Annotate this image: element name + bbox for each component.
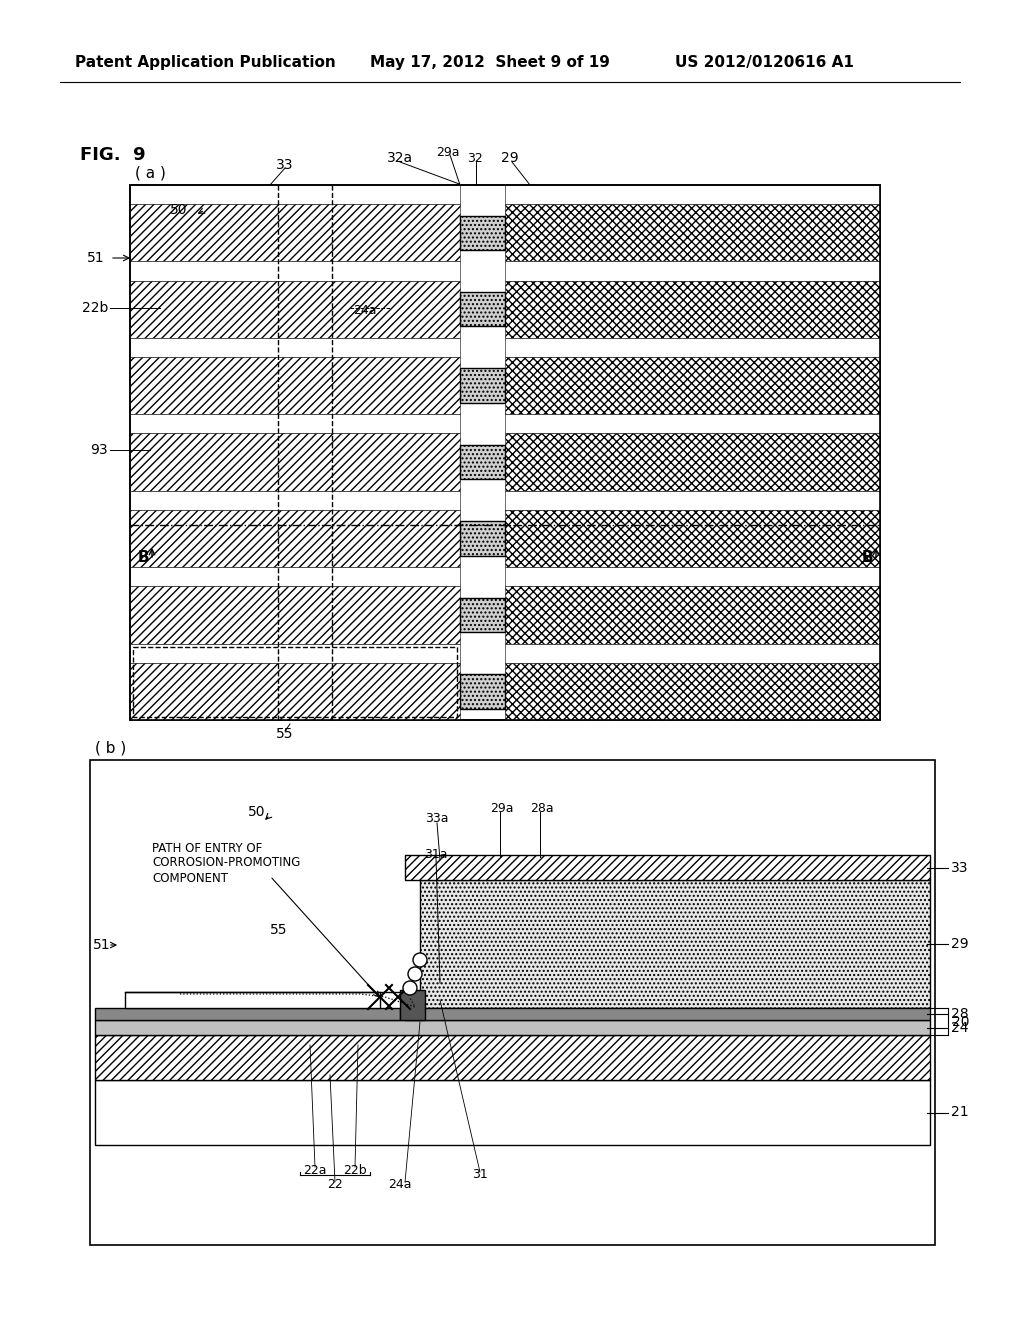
Text: 28a: 28a (530, 801, 554, 814)
Bar (406, 855, 930, 880)
Bar (130, 414, 460, 433)
Bar (130, 510, 460, 568)
Text: 33a: 33a (425, 812, 449, 825)
Text: 28: 28 (951, 1007, 969, 1020)
Bar (133, 647, 457, 717)
Bar (505, 568, 880, 586)
Bar (90, 760, 935, 1245)
Bar (95, 1008, 400, 1020)
Bar (130, 491, 460, 510)
Bar (460, 292, 505, 326)
Bar (505, 338, 880, 356)
Bar (95, 1035, 930, 1080)
Bar (505, 663, 880, 719)
Text: 22: 22 (327, 1179, 343, 1192)
Text: 22b: 22b (343, 1163, 367, 1176)
Bar (460, 598, 505, 632)
Text: 29a: 29a (490, 801, 513, 814)
Bar (505, 510, 880, 568)
Circle shape (413, 953, 427, 968)
Text: CORROSION-PROMOTING: CORROSION-PROMOTING (152, 857, 300, 870)
Text: 24a: 24a (353, 304, 377, 317)
Text: PATH OF ENTRY OF: PATH OF ENTRY OF (152, 842, 262, 854)
Bar (130, 433, 460, 491)
Text: 51: 51 (87, 251, 105, 265)
Bar (505, 644, 880, 663)
Bar (130, 338, 460, 356)
Text: 55: 55 (270, 923, 288, 937)
Bar (130, 205, 460, 261)
Text: 29: 29 (501, 150, 519, 165)
Text: B: B (862, 550, 873, 565)
Bar (505, 491, 880, 510)
Bar (460, 368, 505, 403)
Text: 29a: 29a (436, 145, 460, 158)
Text: 51: 51 (93, 939, 111, 952)
Text: May 17, 2012  Sheet 9 of 19: May 17, 2012 Sheet 9 of 19 (370, 54, 610, 70)
Bar (95, 1020, 930, 1035)
Bar (95, 1080, 930, 1144)
Text: 22a: 22a (303, 1163, 327, 1176)
Bar (505, 261, 880, 281)
Text: 55: 55 (276, 727, 294, 741)
Bar (130, 586, 460, 644)
Text: 32a: 32a (387, 150, 413, 165)
Bar (130, 663, 460, 719)
Bar (420, 880, 930, 1008)
Text: 50: 50 (248, 805, 265, 818)
Bar (130, 261, 460, 281)
Text: 93: 93 (90, 444, 108, 457)
Bar (130, 644, 460, 663)
Circle shape (403, 981, 417, 995)
Bar (505, 586, 880, 644)
Bar (130, 568, 460, 586)
Bar (505, 356, 880, 414)
Bar (130, 281, 460, 338)
Text: B: B (138, 550, 150, 565)
Bar (460, 215, 505, 249)
Text: 31a: 31a (424, 849, 447, 862)
Bar (130, 185, 460, 205)
Text: ( a ): ( a ) (135, 165, 166, 181)
Circle shape (408, 968, 422, 981)
Text: Patent Application Publication: Patent Application Publication (75, 54, 336, 70)
Text: 50: 50 (170, 203, 187, 216)
Text: COMPONENT: COMPONENT (152, 871, 228, 884)
Bar (505, 414, 880, 433)
Bar (130, 185, 880, 719)
Text: US 2012/0120616 A1: US 2012/0120616 A1 (675, 54, 854, 70)
Bar (460, 675, 505, 709)
Bar (505, 433, 880, 491)
Text: 33: 33 (276, 158, 294, 172)
Text: ( b ): ( b ) (95, 741, 126, 755)
Bar (406, 1008, 930, 1020)
Text: 24: 24 (951, 1020, 969, 1035)
Text: 24a: 24a (388, 1179, 412, 1192)
Bar (460, 445, 505, 479)
Bar (460, 521, 505, 556)
Bar (505, 185, 880, 205)
Text: 33: 33 (951, 861, 969, 874)
Bar (400, 990, 425, 1020)
Bar (130, 356, 460, 414)
Text: 22b: 22b (82, 301, 108, 315)
Text: 21: 21 (951, 1106, 969, 1119)
Bar (130, 185, 880, 719)
Text: FIG.  9: FIG. 9 (80, 147, 145, 164)
Text: 20: 20 (952, 1015, 970, 1028)
Text: 29: 29 (951, 937, 969, 950)
Bar (505, 205, 880, 261)
Bar (125, 993, 380, 1008)
Text: 32: 32 (467, 152, 483, 165)
Bar (505, 281, 880, 338)
Text: 31: 31 (472, 1168, 487, 1181)
